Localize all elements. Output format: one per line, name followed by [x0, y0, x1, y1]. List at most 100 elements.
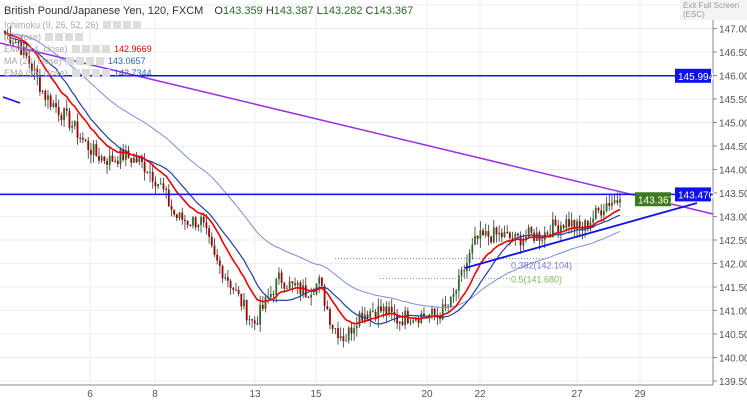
indicator-control-icon[interactable]	[71, 44, 80, 53]
candle-body	[157, 184, 159, 187]
indicator-control-icon[interactable]	[81, 44, 90, 53]
candle-body	[484, 231, 487, 236]
candle-body	[146, 172, 149, 174]
indicator-control-icon[interactable]	[85, 56, 94, 65]
candle-body	[573, 220, 576, 230]
candle-body	[452, 293, 455, 297]
indicator-control-icon[interactable]	[101, 44, 110, 53]
indicator-buttons[interactable]	[71, 44, 112, 55]
candle-body	[272, 294, 275, 296]
indicator-control-icon[interactable]	[132, 20, 141, 29]
candle-body	[30, 63, 33, 72]
indicator-control-icon[interactable]	[55, 32, 64, 41]
candle-body	[237, 289, 240, 294]
indicator-label: Ichimoku (9, 26, 52, 26)	[4, 20, 99, 30]
candle-body	[63, 108, 65, 121]
x-tick-label: 13	[249, 389, 261, 400]
candle-body	[412, 320, 415, 323]
indicator-legend-item[interactable]: MA (20, close) 143.0657	[4, 56, 146, 67]
indicator-buttons[interactable]	[65, 56, 106, 67]
y-tick-label: 146.000	[719, 72, 747, 83]
indicator-control-icon[interactable]	[102, 20, 111, 29]
y-tick-label: 145.500	[719, 95, 747, 106]
candle-body	[44, 90, 47, 100]
indicator-legend-item[interactable]: EMA (14, close) 142.9669	[4, 44, 152, 55]
candle-body	[259, 304, 262, 325]
indicator-control-icon[interactable]	[65, 32, 74, 41]
candle-body	[377, 306, 380, 319]
candle-body	[264, 297, 267, 309]
candle-body	[221, 265, 224, 279]
candle-body	[248, 319, 251, 321]
candle-body	[514, 233, 517, 240]
indicator-value: 143.0657	[105, 56, 146, 66]
candle-body	[245, 299, 248, 321]
indicator-control-icon[interactable]	[81, 68, 90, 77]
candle-body	[382, 306, 385, 312]
indicator-control-icon[interactable]	[112, 20, 121, 29]
candle-body	[616, 200, 619, 203]
x-tick-label: 6	[87, 389, 93, 400]
indicator-control-icon[interactable]	[91, 44, 100, 53]
candle-body	[307, 297, 310, 299]
indicator-buttons[interactable]	[102, 20, 143, 31]
candle-body	[81, 137, 84, 140]
candle-body	[468, 252, 471, 264]
candle-body	[286, 288, 288, 290]
fib-level-label: 0.382(142.104)	[511, 261, 572, 271]
candle-body	[181, 212, 184, 220]
x-tick-label: 29	[634, 389, 646, 400]
candle-body	[194, 217, 197, 228]
indicator-label: EMA (14, close)	[4, 44, 68, 54]
candle-body	[385, 306, 388, 315]
x-tick-label: 15	[310, 389, 322, 400]
indicator-legend-item[interactable]: EMA (55, close) 142.7344	[4, 68, 152, 79]
candle-body	[210, 236, 213, 246]
candle-body	[256, 323, 259, 325]
exit-fullscreen-button[interactable]: Exit Full Screen (ESC)	[680, 0, 747, 20]
x-tick-label: 8	[152, 389, 158, 400]
indicator-legend-item[interactable]: (5, close)	[4, 32, 85, 43]
candle-body	[460, 270, 463, 276]
candle-body	[323, 285, 326, 307]
candle-body	[119, 149, 122, 165]
ohlc-readout: O143.359 H143.387 L143.282 C143.367	[214, 5, 413, 17]
candle-body	[159, 183, 162, 185]
candle-body	[471, 244, 474, 253]
ema-55-line	[5, 32, 621, 308]
symbol-title[interactable]: British Pound/Japanese Yen, 120, FXCM	[4, 5, 204, 17]
candle-body	[541, 239, 544, 241]
candle-body	[578, 221, 581, 229]
ma-20-line	[4, 32, 621, 325]
indicator-buttons[interactable]	[71, 68, 112, 79]
indicator-control-icon[interactable]	[65, 56, 74, 65]
candle-body	[347, 327, 350, 341]
y-tick-label: 141.500	[719, 283, 747, 294]
indicator-control-icon[interactable]	[75, 32, 84, 41]
indicator-control-icon[interactable]	[45, 32, 54, 41]
candle-body	[605, 203, 608, 212]
candle-body	[565, 219, 568, 228]
indicator-control-icon[interactable]	[122, 20, 131, 29]
candle-body	[106, 160, 108, 165]
candle-body	[517, 233, 519, 236]
candle-body	[423, 313, 425, 317]
indicator-buttons[interactable]	[45, 32, 85, 43]
indicator-legend-item[interactable]: Ichimoku (9, 26, 52, 26)	[4, 20, 143, 31]
indicator-control-icon[interactable]	[95, 56, 104, 65]
candle-body	[353, 328, 356, 334]
close-value: 143.367	[373, 5, 414, 17]
price-label-badge	[675, 68, 711, 83]
candle-body	[312, 293, 315, 295]
candle-body	[525, 236, 527, 240]
indicator-control-icon[interactable]	[71, 68, 80, 77]
candle-body	[36, 68, 39, 77]
indicator-control-icon[interactable]	[101, 68, 110, 77]
candle-body	[154, 181, 157, 187]
candle-body	[530, 227, 533, 233]
indicator-control-icon[interactable]	[75, 56, 84, 65]
candle-body	[192, 217, 194, 226]
indicator-control-icon[interactable]	[91, 68, 100, 77]
candle-body	[611, 202, 613, 206]
